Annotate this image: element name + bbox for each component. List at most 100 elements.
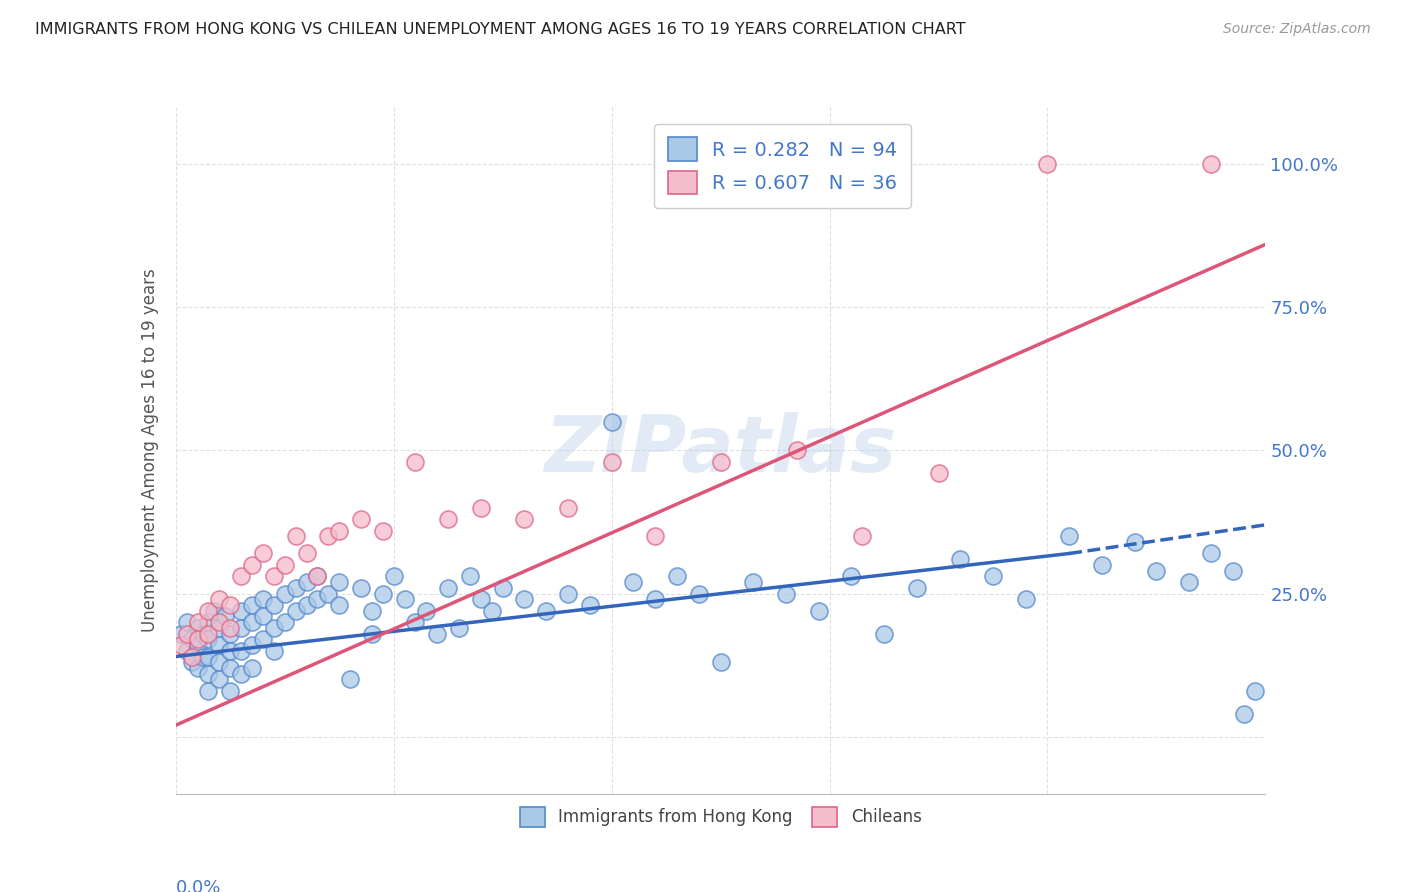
Point [437,512,460,526]
Point [688,586,710,600]
Point [513,592,536,607]
Point [360,626,382,640]
Point [600,415,623,429]
Point [181,649,204,664]
Point [284,604,307,618]
Point [186,615,209,630]
Point [492,581,515,595]
Point [905,581,928,595]
Point [318,529,340,543]
Point [513,512,536,526]
Point [274,586,297,600]
Point [219,661,242,675]
Point [240,598,263,612]
Point [295,598,318,612]
Point [307,569,329,583]
Point [274,615,297,630]
Point [208,655,231,669]
Point [284,529,307,543]
Point [710,455,733,469]
Point [557,500,579,515]
Point [197,604,219,618]
Point [219,598,242,612]
Point [579,598,602,612]
Point [240,558,263,572]
Point [176,626,198,640]
Point [202,604,225,618]
Text: IMMIGRANTS FROM HONG KONG VS CHILEAN UNEMPLOYMENT AMONG AGES 16 TO 19 YEARS CORR: IMMIGRANTS FROM HONG KONG VS CHILEAN UNE… [35,22,966,37]
Point [1222,564,1244,578]
Point [231,644,253,658]
Point [1123,535,1146,549]
Point [231,666,253,681]
Point [644,529,666,543]
Point [252,592,274,607]
Point [371,524,394,538]
Point [252,609,274,624]
Point [197,615,219,630]
Point [426,626,449,640]
Point [231,621,253,635]
Point [1243,683,1265,698]
Point [1232,706,1256,721]
Point [405,615,427,630]
Point [666,569,689,583]
Point [1199,546,1222,561]
Point [219,683,242,698]
Point [1091,558,1114,572]
Point [208,615,231,630]
Point [644,592,666,607]
Point [186,632,209,647]
Text: Source: ZipAtlas.com: Source: ZipAtlas.com [1223,22,1371,37]
Point [557,586,579,600]
Point [447,621,470,635]
Point [284,581,307,595]
Point [621,575,644,590]
Point [775,586,797,600]
Point [470,500,492,515]
Point [263,621,285,635]
Text: 0.0%: 0.0% [176,880,221,892]
Point [371,586,394,600]
Point [1036,157,1059,171]
Point [197,683,219,698]
Point [841,569,863,583]
Point [1144,564,1167,578]
Point [191,626,214,640]
Text: ZIPatlas: ZIPatlas [544,412,897,489]
Point [851,529,873,543]
Point [240,661,263,675]
Point [240,638,263,652]
Point [231,569,253,583]
Point [394,592,416,607]
Point [176,615,198,630]
Point [415,604,437,618]
Point [437,581,460,595]
Point [470,592,492,607]
Point [214,609,236,624]
Point [274,558,297,572]
Point [197,632,219,647]
Point [197,649,219,664]
Point [197,626,219,640]
Point [328,575,350,590]
Point [405,455,427,469]
Point [600,455,623,469]
Y-axis label: Unemployment Among Ages 16 to 19 years: Unemployment Among Ages 16 to 19 years [141,268,159,632]
Point [328,524,350,538]
Point [186,661,209,675]
Point [350,581,373,595]
Point [1178,575,1201,590]
Point [208,621,231,635]
Point [1015,592,1038,607]
Point [307,569,329,583]
Point [873,626,896,640]
Point [742,575,765,590]
Point [208,638,231,652]
Point [1057,529,1080,543]
Point [534,604,557,618]
Point [786,443,808,458]
Point [307,592,329,607]
Point [350,512,373,526]
Point [458,569,481,583]
